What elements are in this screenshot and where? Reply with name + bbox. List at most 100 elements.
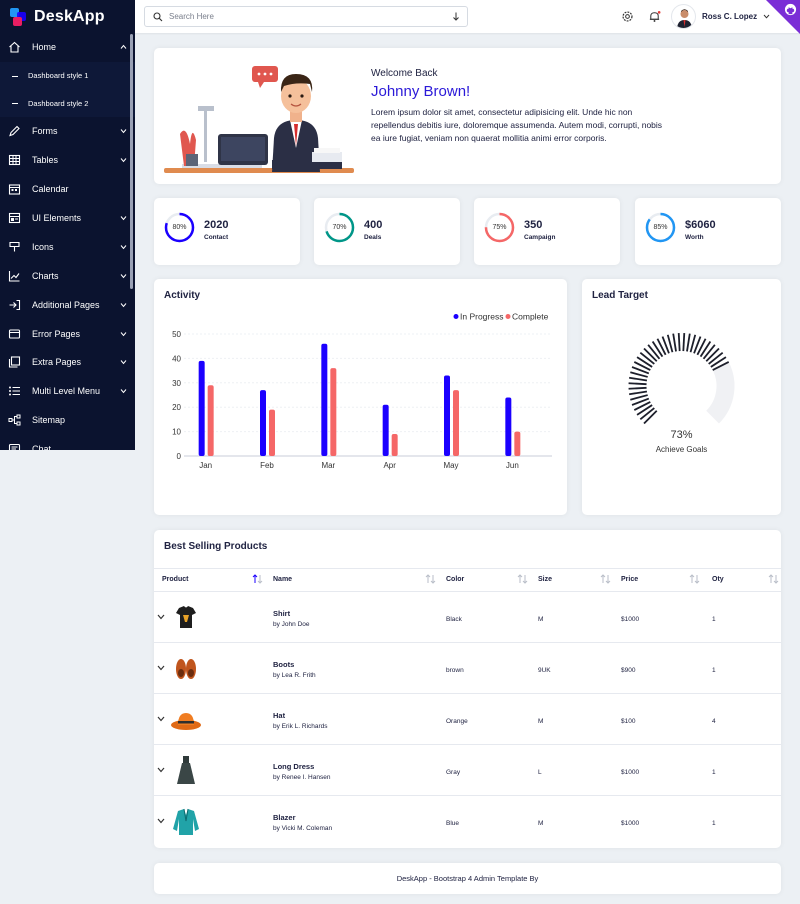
expand-chevron-icon[interactable] (157, 614, 165, 620)
sidebar-item-charts[interactable]: Charts (0, 261, 135, 290)
gauge-tick (661, 336, 670, 354)
sort-icon[interactable] (252, 574, 263, 584)
expand-chevron-icon[interactable] (157, 716, 165, 722)
settings-gear-icon[interactable] (621, 10, 634, 23)
gauge-value: 73% (670, 429, 693, 441)
y-tick-label: 10 (172, 428, 181, 437)
table-row[interactable]: Hat by Erik L. Richards Orange M $100 4 (154, 694, 781, 745)
product-price: $100 (621, 718, 636, 725)
stat-card-worth: 85% $6060 Worth (635, 198, 781, 265)
gauge-tick (702, 344, 716, 360)
expand-chevron-icon[interactable] (157, 767, 165, 773)
sidebar-scrollbar[interactable] (130, 34, 133, 289)
ring-progress (645, 212, 676, 243)
progress-ring: 80% (164, 212, 195, 243)
sidebar-item-home[interactable]: Home (0, 33, 135, 62)
table-row[interactable]: Long Dress by Renee I. Hansen Gray L $10… (154, 745, 781, 796)
sidebar-item-tables[interactable]: Tables (0, 146, 135, 175)
progress-label: 80% (172, 224, 187, 231)
gauge-tick (656, 338, 667, 356)
product-author: by Lea R. Frith (273, 672, 316, 679)
x-tick-label: May (443, 461, 458, 470)
sidebar-item-label: Forms (32, 126, 58, 137)
column-header-qty[interactable]: Oty (712, 576, 724, 583)
row-divider (154, 642, 781, 643)
notification-bell-icon[interactable] (648, 10, 661, 23)
product-price: $1000 (621, 769, 640, 776)
sort-icon[interactable] (689, 574, 700, 584)
sidebar-item-calendar[interactable]: Calendar (0, 175, 135, 204)
ring-progress (164, 212, 195, 243)
x-tick-label: Jan (199, 461, 212, 470)
column-header-name[interactable]: Name (273, 576, 293, 583)
table-row[interactable]: Blazer by Vicki M. Coleman Blue M $1000 … (154, 796, 781, 847)
progress-label: 85% (653, 224, 668, 231)
submenu-item-dashboard-style-1[interactable]: Dashboard style 1 (0, 62, 135, 90)
product-image-hat (171, 713, 201, 730)
sidebar-item-multi-level-menu[interactable]: Multi Level Menu (0, 377, 135, 406)
brand[interactable]: DeskApp (0, 0, 135, 33)
gauge-tick (630, 394, 648, 401)
github-icon[interactable] (784, 3, 797, 16)
table-row[interactable]: Boots by Lea R. Frith brown 9UK $900 1 (154, 643, 781, 694)
gauge-tick (629, 390, 648, 396)
gauge-tick (712, 361, 730, 371)
product-name[interactable]: Shirt (273, 609, 291, 618)
search-input[interactable] (169, 12, 439, 21)
product-color: Blue (446, 820, 460, 827)
table-row[interactable]: Shirt by John Doe Black M $1000 1 (154, 592, 781, 643)
stat-label: Worth (685, 234, 704, 241)
product-author: by John Doe (273, 621, 310, 628)
column-header-product[interactable]: Product (162, 576, 189, 583)
user-name: Ross C. Lopez (702, 12, 758, 21)
search-box (144, 6, 468, 27)
sidebar-item-label: Extra Pages (32, 357, 82, 368)
sidebar-item-sitemap[interactable]: Sitemap (0, 406, 135, 435)
sidebar-item-label: Chat (32, 444, 52, 450)
product-name[interactable]: Hat (273, 711, 286, 720)
stat-value: $6060 (685, 219, 716, 231)
sidebar-item-extra-pages[interactable]: Extra Pages (0, 348, 135, 377)
bar-in-progress (444, 375, 450, 456)
sort-icon[interactable] (517, 574, 528, 584)
sort-icon[interactable] (425, 574, 436, 584)
user-menu[interactable]: Ross C. Lopez (671, 4, 770, 29)
sidebar-item-label: Additional Pages (32, 299, 100, 310)
y-tick-label: 30 (172, 379, 181, 388)
best-selling-products-card: Best Selling Products Product Name Color… (154, 530, 781, 848)
sort-icon[interactable] (768, 574, 779, 584)
list-icon (9, 386, 20, 396)
product-qty: 1 (712, 820, 716, 827)
sidebar-item-forms[interactable]: Forms (0, 117, 135, 146)
product-name[interactable]: Blazer (273, 813, 296, 822)
legend-label: Complete (512, 312, 549, 322)
sidebar-item-additional-pages[interactable]: Additional Pages (0, 290, 135, 319)
x-tick-label: Mar (321, 461, 335, 470)
chart-icon (8, 270, 20, 282)
sort-icon[interactable] (600, 574, 611, 584)
sidebar-item-label: Error Pages (32, 328, 81, 339)
chevron-down-icon (120, 216, 127, 221)
submenu-item-dashboard-style-2[interactable]: Dashboard style 2 (0, 89, 135, 117)
product-name[interactable]: Long Dress (273, 762, 315, 771)
column-header-size[interactable]: Size (538, 576, 553, 583)
expand-chevron-icon[interactable] (157, 818, 165, 824)
gauge-tick (639, 351, 655, 365)
arrow-down-icon[interactable] (452, 12, 460, 21)
expand-chevron-icon[interactable] (157, 665, 165, 671)
sidebar-item-label: Charts (32, 270, 59, 281)
bar-complete (330, 368, 337, 456)
sidebar-item-ui-elements[interactable]: UI Elements (0, 204, 135, 233)
progress-ring: 75% (484, 212, 515, 243)
column-header-price[interactable]: Price (621, 576, 639, 583)
sidebar-item-error-pages[interactable]: Error Pages (0, 319, 135, 348)
sidebar-item-chat[interactable]: Chat (0, 435, 135, 450)
gauge-caption: Achieve Goals (655, 445, 708, 454)
product-name[interactable]: Boots (273, 660, 295, 669)
sidebar-item-label: Tables (32, 155, 59, 166)
column-header-color[interactable]: Color (446, 576, 465, 583)
sidebar-item-icons[interactable]: Icons (0, 232, 135, 261)
left-sidebar: DeskApp Home Dashboard style 1 Dashboard s… (0, 0, 135, 450)
row-divider (154, 744, 781, 745)
footer-text: DeskApp - Bootstrap 4 Admin Template By (396, 874, 539, 883)
